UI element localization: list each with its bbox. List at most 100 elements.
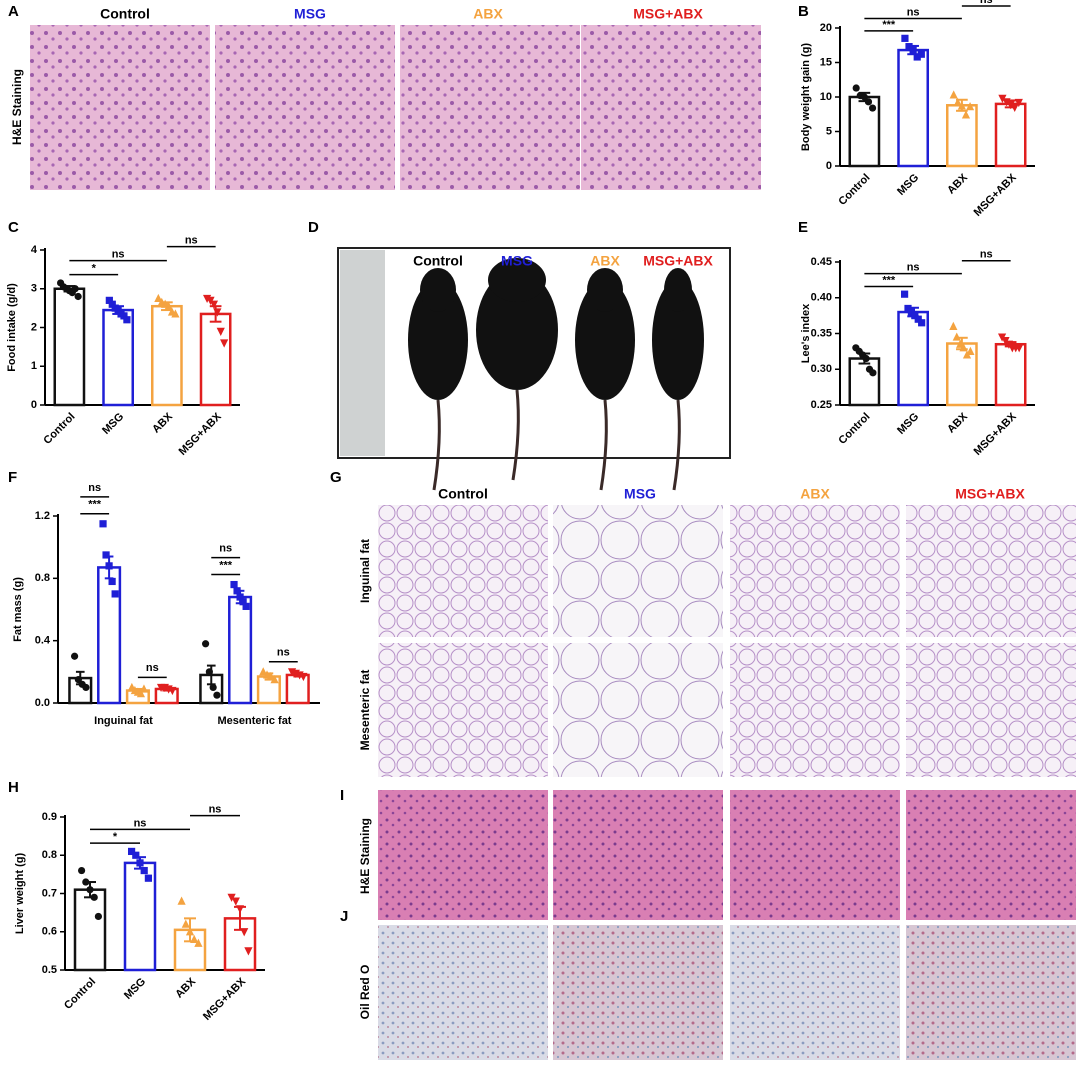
point [959,343,968,352]
point [227,893,236,902]
point [1010,103,1019,112]
significance-label: *** [88,499,102,511]
y-tick-label: 1 [31,360,37,372]
point [966,346,975,355]
bar [897,48,929,168]
point [105,296,113,304]
column-title: ABX [473,6,503,22]
column-title: MSG [294,6,326,22]
point [123,316,131,324]
mouse [575,280,635,400]
bar [228,595,253,705]
point [78,866,86,875]
row-label: H&E Staining [10,69,24,145]
y-tick-label: 0.25 [811,399,832,411]
column-title: Control [438,486,488,502]
y-tick-label: 0.45 [811,256,832,268]
point [1014,98,1023,108]
micrograph [730,643,900,777]
y-axis-label: Food intake (g/d) [6,283,18,372]
ruler [340,250,385,456]
significance-label: ns [146,662,159,674]
significance-label: ns [209,804,222,816]
point [233,587,241,595]
micrograph [906,505,1076,637]
point [244,947,253,956]
mouse-tail [672,399,681,491]
point [961,110,971,119]
x-tick-label: Control [836,411,872,447]
bar [102,308,134,407]
point [239,598,247,606]
bar [897,310,929,407]
point [94,912,102,921]
mouse-head [488,258,546,302]
point [918,319,926,327]
micrograph [553,790,723,920]
point [185,927,195,936]
mouse [408,280,468,400]
point [74,292,82,301]
image-panels [30,25,1076,1060]
point [220,339,229,348]
photo-label: MSG [501,253,533,269]
point [852,84,860,92]
micrograph [400,25,580,190]
significance-label: ns [219,543,232,555]
y-axis-label: Fat mass (g) [12,577,24,642]
point [240,928,249,937]
x-tick-label: MSG [122,976,148,1002]
y-tick-label: 0.6 [42,926,57,938]
point [909,46,917,54]
bar [848,357,881,407]
panel-letter: A [8,3,19,20]
panel-letter: H [8,779,19,796]
micrograph [553,643,723,777]
mouse-head [420,268,456,312]
micrograph [730,790,900,920]
x-tick-label: ABX [173,975,198,1000]
mouse [652,280,704,400]
point [194,938,203,947]
row-label: Mesenteric fat [358,670,372,751]
significance-label: ns [907,6,920,18]
micrograph [378,925,548,1060]
point [952,332,961,341]
micrograph [378,790,548,920]
y-tick-label: 0.9 [42,811,57,823]
micrograph [730,925,900,1060]
x-tick-label: Control [62,976,98,1012]
panel-letter: C [8,219,19,236]
point [120,312,128,320]
bar [994,102,1027,168]
point [901,34,909,42]
point [235,905,245,914]
point [128,847,136,856]
column-title: MSG [624,486,656,502]
y-tick-label: 5 [826,125,832,137]
column-title: ABX [800,486,830,502]
point [168,686,177,696]
point [231,897,240,906]
point [111,590,119,598]
row-label: H&E Staining [358,818,372,894]
point [868,104,877,112]
y-tick-label: 20 [820,22,832,34]
mouse-tail [599,399,608,491]
y-tick-label: 0.30 [811,363,832,375]
micrograph [30,25,210,190]
significance-label: * [92,262,97,274]
point [259,667,268,676]
photo-label: Control [413,253,463,269]
y-tick-label: 0 [826,160,832,172]
x-tick-label: Control [836,172,872,208]
y-axis-label: Lee's index [800,303,812,363]
y-tick-label: 0.8 [42,849,57,861]
x-tick-label: MSG+ABX [201,975,249,1023]
point [177,896,186,905]
y-tick-label: 1.2 [35,510,50,522]
panel-letter: E [798,219,808,236]
point [99,520,107,528]
point [90,893,98,901]
